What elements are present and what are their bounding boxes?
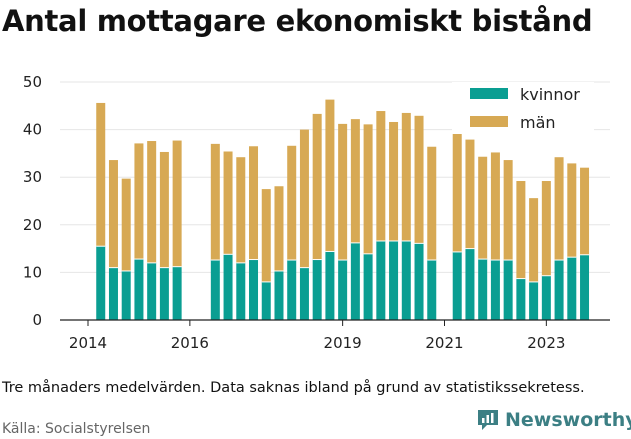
chart-title: Antal mottagare ekonomiskt bistånd: [2, 4, 593, 38]
bar-man: [401, 112, 411, 241]
bar-kvinnor: [363, 253, 373, 320]
bar-man: [541, 181, 551, 276]
bar-man: [223, 151, 233, 255]
bar-kvinnor: [223, 254, 233, 320]
brand-name: Newsworthy: [505, 409, 631, 431]
bar-man: [159, 151, 169, 268]
newsworthy-logo[interactable]: Newsworthy: [476, 408, 631, 432]
bar-kvinnor: [452, 251, 462, 320]
bar-man: [312, 113, 322, 260]
bar-kvinnor: [414, 243, 424, 320]
bar-kvinnor: [567, 257, 577, 320]
source-text: Källa: Socialstyrelsen: [2, 421, 151, 437]
x-tick-label: 2021: [425, 334, 463, 352]
bar-kvinnor: [389, 240, 399, 320]
y-tick-label: 10: [23, 263, 42, 281]
bar-kvinnor: [121, 270, 131, 320]
bar-man: [376, 111, 386, 241]
bar-man: [261, 189, 271, 282]
bar-kvinnor: [541, 275, 551, 320]
y-tick-label: 30: [23, 168, 42, 186]
bar-kvinnor: [274, 270, 284, 320]
bar-kvinnor: [210, 260, 220, 320]
bar-kvinnor: [261, 281, 271, 320]
bar-kvinnor: [350, 242, 360, 320]
bar-kvinnor: [490, 260, 500, 320]
bar-man: [134, 143, 144, 260]
y-tick-label: 20: [23, 216, 42, 234]
bar-kvinnor: [401, 240, 411, 320]
bar-man: [554, 157, 564, 261]
bar-man: [147, 141, 157, 263]
bar-kvinnor: [134, 259, 144, 320]
bar-kvinnor: [580, 254, 590, 320]
bar-man: [287, 145, 297, 261]
bar-kvinnor: [236, 262, 246, 320]
bar-kvinnor: [96, 246, 106, 320]
y-tick-label: 0: [32, 311, 42, 329]
bar-man: [516, 181, 526, 279]
bar-man: [580, 167, 590, 255]
x-tick-label: 2016: [171, 334, 209, 352]
bar-man: [121, 178, 131, 271]
bar-man: [363, 124, 373, 254]
legend: kvinnor män: [452, 82, 594, 134]
bar-man: [210, 143, 220, 261]
bars: [96, 99, 590, 320]
bar-kvinnor: [516, 278, 526, 320]
bar-man: [325, 99, 335, 252]
bar-kvinnor: [554, 260, 564, 320]
bar-man: [96, 102, 106, 247]
bar-man: [389, 121, 399, 241]
newsworthy-logo-icon: [478, 410, 498, 430]
bar-kvinnor: [172, 266, 182, 320]
chart-note: Tre månaders medelvärden. Data saknas ib…: [2, 380, 585, 396]
bar-man: [236, 157, 246, 263]
bar-kvinnor: [376, 240, 386, 320]
bar-kvinnor: [147, 262, 157, 320]
bar-kvinnor: [465, 248, 475, 320]
bar-man: [299, 129, 309, 268]
bar-kvinnor: [427, 260, 437, 320]
bar-kvinnor: [108, 267, 118, 320]
bar-man: [108, 160, 118, 268]
bar-kvinnor: [529, 281, 539, 320]
y-tick-label: 40: [23, 121, 42, 139]
bar-man: [529, 198, 539, 282]
bar-man: [427, 146, 437, 261]
bar-man: [274, 186, 284, 271]
bar-kvinnor: [312, 259, 322, 320]
bar-man: [478, 156, 488, 260]
bar-man: [465, 139, 475, 249]
bar-man: [350, 119, 360, 243]
bar-man: [414, 115, 424, 244]
bar-man: [503, 160, 513, 261]
bar-kvinnor: [325, 251, 335, 320]
x-tick-label: 2014: [69, 334, 107, 352]
legend-swatch-man: [470, 116, 508, 127]
bar-man: [452, 125, 462, 252]
bar-kvinnor: [299, 267, 309, 320]
bar-man: [249, 146, 259, 260]
bar-kvinnor: [287, 260, 297, 320]
stacked-bar-chart: 0 10 20 30 40 50 2014 2016 2019 2021 2023 kvinnor…: [23, 73, 610, 352]
legend-swatch-kvinnor: [470, 88, 508, 99]
bar-kvinnor: [503, 260, 513, 320]
x-axis: 2014 2016 2019 2021 2023: [60, 319, 610, 352]
y-tick-label: 50: [23, 73, 42, 91]
bar-kvinnor: [478, 259, 488, 320]
x-tick-label: 2019: [324, 334, 362, 352]
legend-label-kvinnor: kvinnor: [520, 85, 580, 104]
bar-man: [172, 140, 182, 267]
bar-kvinnor: [159, 267, 169, 320]
bar-man: [567, 163, 577, 258]
bar-man: [338, 123, 348, 261]
bar-kvinnor: [249, 259, 259, 320]
legend-label-man: män: [520, 113, 556, 132]
bar-kvinnor: [338, 260, 348, 320]
x-tick-label: 2023: [527, 334, 565, 352]
bar-man: [490, 152, 500, 261]
y-axis: 0 10 20 30 40 50: [23, 73, 42, 329]
